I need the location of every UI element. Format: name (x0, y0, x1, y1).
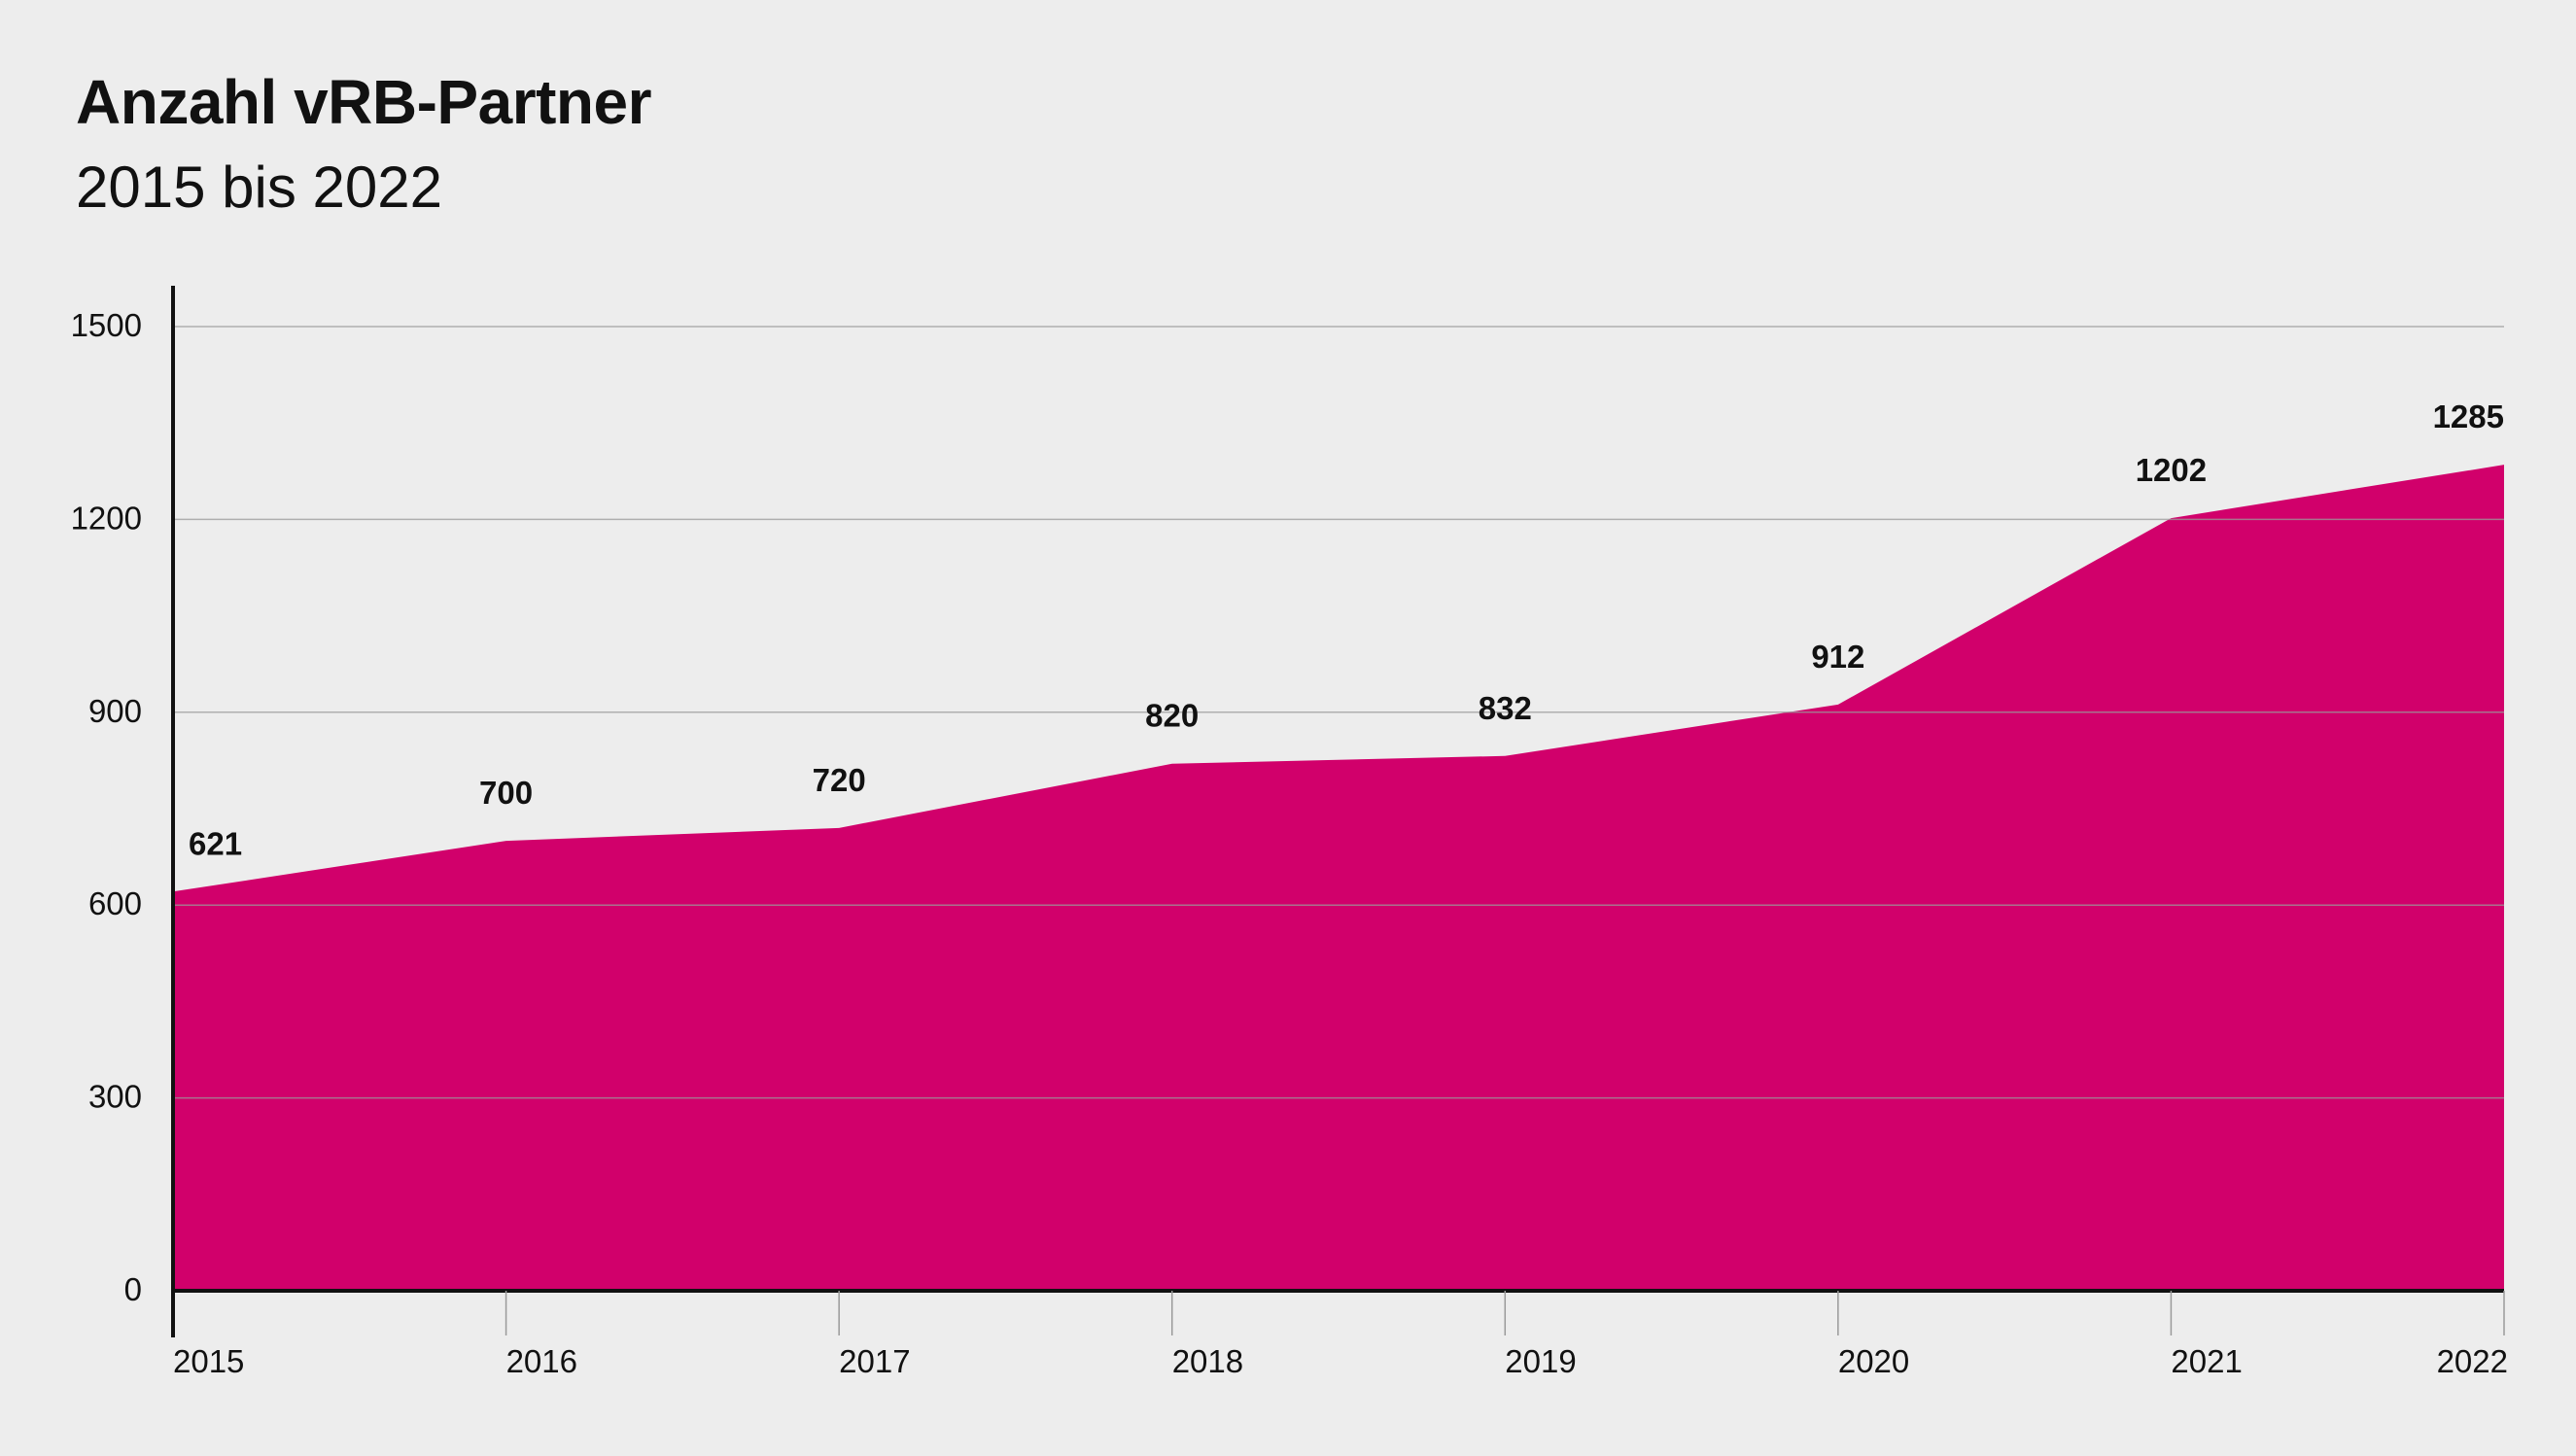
data-label-2019: 832 (1479, 690, 1532, 726)
y-tick-label-0: 0 (124, 1271, 142, 1307)
chart-subtitle: 2015 bis 2022 (76, 155, 442, 220)
x-tick-label-2018: 2018 (1172, 1343, 1243, 1379)
x-tick-label-2020: 2020 (1838, 1343, 1909, 1379)
chart-title: Anzahl vRB-Partner (76, 67, 652, 137)
y-tick-label-1200: 1200 (71, 500, 142, 536)
data-label-2015: 621 (189, 825, 242, 861)
y-tick-label-600: 600 (88, 885, 142, 921)
data-label-2017: 720 (813, 762, 866, 798)
data-label-2016: 700 (479, 775, 533, 811)
data-label-2021: 1202 (2136, 452, 2207, 488)
x-tick-label-2015: 2015 (173, 1343, 244, 1379)
data-label-2020: 912 (1811, 639, 1864, 675)
x-tick-label-2017: 2017 (839, 1343, 910, 1379)
x-tick-label-2019: 2019 (1505, 1343, 1576, 1379)
y-tick-label-1500: 1500 (71, 307, 142, 343)
area-series (173, 465, 2504, 1292)
data-label-2022: 1285 (2433, 399, 2504, 434)
x-tick-label-2022: 2022 (2437, 1343, 2508, 1379)
data-label-2018: 820 (1145, 698, 1199, 734)
x-tick-label-2021: 2021 (2171, 1343, 2242, 1379)
x-tick-label-2016: 2016 (506, 1343, 577, 1379)
y-tick-label-900: 900 (88, 693, 142, 729)
y-tick-label-300: 300 (88, 1079, 142, 1115)
